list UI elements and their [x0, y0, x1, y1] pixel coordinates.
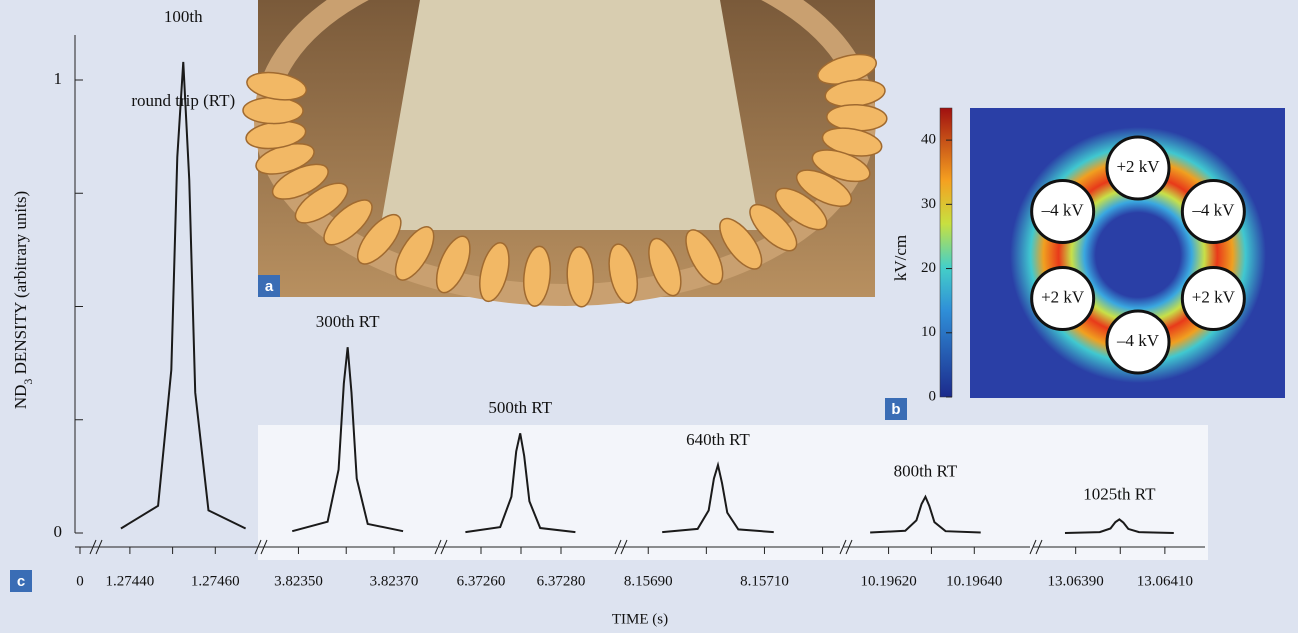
axis-break — [614, 539, 622, 555]
photo-disc — [356, 213, 402, 265]
photo-disc — [775, 187, 828, 231]
y-label-part: ND — [11, 385, 30, 410]
axis-break — [440, 539, 448, 555]
peak-label: 300th RT — [316, 312, 380, 331]
y-axis-label: ND3 DENSITY (arbitrary units) — [11, 191, 35, 409]
photo-disc — [566, 246, 595, 308]
x-axis-label: TIME (s) — [612, 611, 668, 627]
x-tick-label: 3.82350 — [274, 573, 323, 589]
photo-disc — [648, 237, 682, 297]
photo-disc — [811, 149, 871, 183]
y-label-sub: 3 — [21, 379, 35, 385]
axis-break — [254, 539, 262, 555]
electrode — [1030, 266, 1096, 331]
axis-break — [434, 539, 442, 555]
photo — [242, 0, 888, 308]
electrode — [1180, 266, 1246, 331]
photo-disc — [435, 235, 471, 294]
axis-break — [260, 539, 268, 555]
x-tick-label: 8.15690 — [624, 573, 673, 589]
x-tick-label: 0 — [76, 573, 84, 589]
photo-disc — [749, 203, 798, 252]
colorbar — [939, 107, 953, 398]
x-tick-label: 1.27460 — [191, 573, 240, 589]
colorbar-tick-label: 30 — [921, 196, 936, 212]
axis-break — [620, 539, 628, 555]
panel-tag-box — [258, 275, 280, 297]
photo-disc — [523, 245, 552, 307]
photo-disc — [719, 217, 763, 270]
x-tick-label: 8.15710 — [740, 573, 789, 589]
photo-disc — [685, 229, 724, 285]
peak-label: round trip (RT) — [131, 91, 235, 110]
trace — [291, 347, 404, 533]
electrode — [1105, 135, 1171, 201]
panel-tag-box — [10, 570, 32, 592]
trace — [662, 461, 774, 534]
photo-disc — [795, 169, 853, 207]
electrode-label: –4 kV — [1116, 331, 1160, 350]
x-tick-label: 6.37280 — [537, 573, 586, 589]
colorbar-tick-label: 0 — [929, 388, 937, 404]
photo-disc — [242, 96, 304, 125]
electrode — [1030, 179, 1096, 244]
photo-disc — [246, 71, 308, 101]
colorbar-tick-label: 10 — [921, 324, 936, 340]
peak-label: 500th RT — [488, 398, 552, 417]
x-tick-label: 10.19620 — [860, 573, 916, 589]
electrode-label: +2 kV — [1041, 287, 1085, 306]
x-tick-label: 6.37260 — [457, 573, 506, 589]
axis-break — [845, 539, 853, 555]
plot-backdrop — [258, 425, 1208, 560]
peak-label: 1025th RT — [1083, 484, 1156, 503]
panel-tag: b — [891, 401, 900, 418]
y-tick-label: 1 — [54, 69, 63, 88]
axis-break — [839, 539, 847, 555]
x-tick-label: 3.82370 — [370, 573, 419, 589]
electrode-label: –4 kV — [1041, 200, 1085, 219]
electrode — [1180, 179, 1246, 244]
photo-disc — [479, 242, 510, 303]
trace — [870, 494, 981, 534]
x-tick-label: 13.06390 — [1048, 573, 1104, 589]
colorbar-label: kV/cm — [891, 235, 910, 281]
panel-tag: a — [265, 278, 274, 295]
colorbar-tick-label: 20 — [921, 260, 936, 276]
trace — [120, 61, 247, 530]
photo-table — [380, 0, 760, 230]
peak-label: 640th RT — [686, 430, 750, 449]
y-tick-label: 0 — [54, 522, 63, 541]
panel-tag-box — [885, 398, 907, 420]
axis-break — [1029, 539, 1037, 555]
peak-label: 800th RT — [894, 462, 958, 481]
axis-break — [89, 539, 97, 555]
electrode-label: +2 kV — [1116, 157, 1160, 176]
colorbar-tick-label: 40 — [921, 132, 936, 148]
x-tick-label: 10.19640 — [946, 573, 1002, 589]
peak-label: 100th — [164, 7, 203, 26]
trace — [1064, 518, 1174, 534]
panel-tag: c — [17, 573, 25, 590]
photo-disc — [394, 226, 435, 281]
photo-disc — [608, 243, 639, 304]
photo-disc — [294, 182, 349, 224]
electrode-label: –4 kV — [1191, 200, 1235, 219]
photo-disc — [323, 199, 373, 246]
trace — [465, 433, 576, 534]
y-label-part: DENSITY (arbitrary units) — [11, 191, 30, 379]
x-tick-label: 13.06410 — [1137, 573, 1193, 589]
axis-break — [95, 539, 103, 555]
x-tick-label: 1.27440 — [106, 573, 155, 589]
electrode-label: +2 kV — [1192, 287, 1236, 306]
axis-break — [1035, 539, 1043, 555]
electrode — [1105, 309, 1171, 375]
